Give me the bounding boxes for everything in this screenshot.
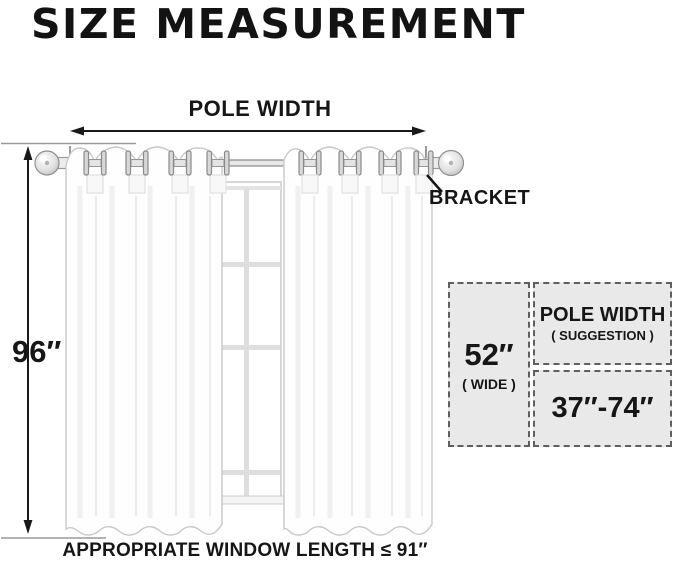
left-finial — [34, 146, 71, 180]
right-curtain-panel — [283, 146, 433, 536]
pole-width-arrow — [70, 126, 426, 136]
window — [204, 181, 309, 505]
window-length-note: APPROPRIATE WINDOW LENGTH ≤ 91″ — [62, 540, 428, 561]
reference-lines — [1, 142, 136, 539]
page-title: SIZE MEASUREMENT — [31, 0, 526, 48]
curtain-width-caption: ( WIDE ) — [462, 375, 516, 392]
curtain-width-cell: 52″ ( WIDE ) — [448, 282, 530, 447]
pole-width-label: POLE WIDTH — [188, 96, 332, 121]
bracket-label: BRACKET — [429, 187, 531, 209]
height-arrow — [23, 146, 33, 534]
curtain-width-value: 52″ — [464, 337, 514, 373]
pole-width-caption: ( SUGGESTION ) — [551, 327, 654, 343]
pole-width-suggestion-cell: POLE WIDTH ( SUGGESTION ) — [533, 282, 672, 365]
grommets — [83, 150, 434, 194]
pole-width-range-value: 37″-74″ — [551, 391, 654, 424]
left-curtain-panel — [65, 146, 223, 536]
pole-width-title: POLE WIDTH — [539, 303, 666, 326]
curtain-height-label: 96″ — [12, 334, 62, 369]
bracket-pointer-line — [426, 174, 443, 193]
pole-width-range-cell: 37″-74″ — [533, 370, 672, 447]
size-suggestion-panel: 52″ ( WIDE ) POLE WIDTH ( SUGGESTION ) 3… — [448, 282, 672, 447]
